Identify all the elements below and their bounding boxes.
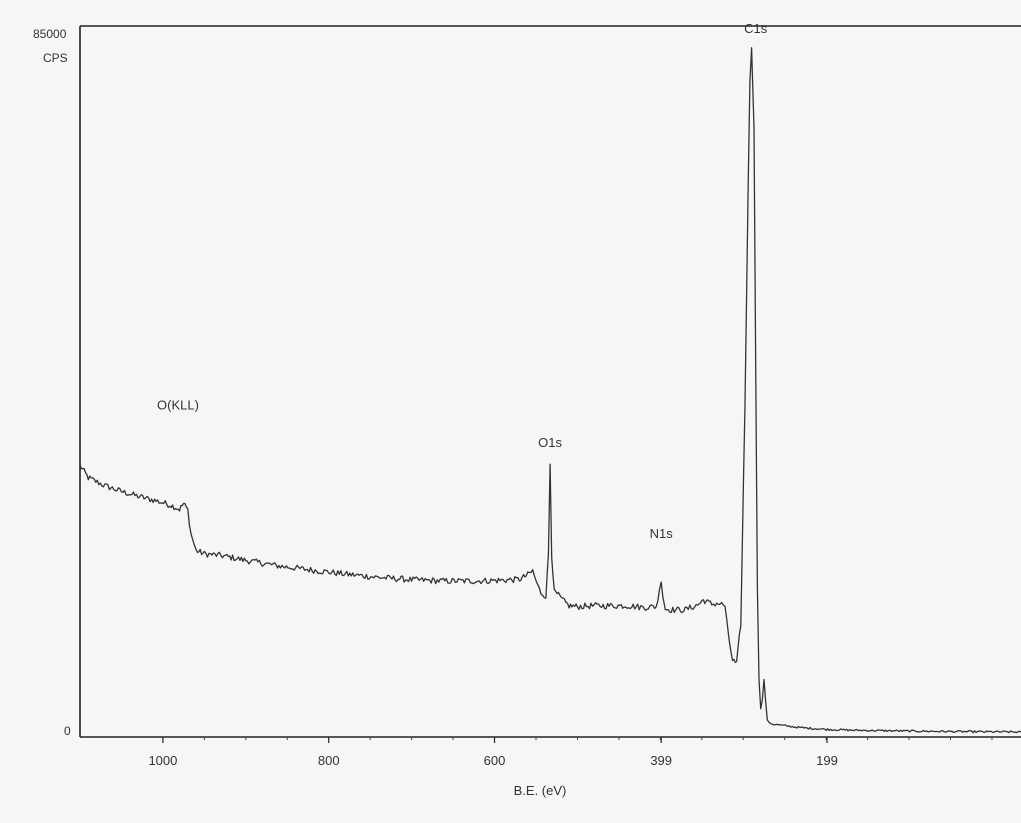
- peak-labels: O(KLL) O1s N1s C1s: [157, 21, 768, 541]
- x-axis-title: B.E. (eV): [514, 783, 567, 798]
- x-tick-label: 399: [650, 753, 672, 768]
- x-tick-label: 199: [816, 753, 838, 768]
- x-ticks: 1000 800 600 399 199: [148, 737, 993, 768]
- x-tick-label: 1000: [148, 753, 177, 768]
- peak-label: O(KLL): [157, 397, 199, 412]
- x-tick-label: 800: [318, 753, 340, 768]
- peak-label: C1s: [744, 21, 768, 36]
- y-max-label: 85000: [33, 27, 67, 41]
- y-unit-label: CPS: [43, 51, 68, 65]
- spectrum-line: [79, 47, 1021, 734]
- y-zero-label: 0: [64, 724, 71, 738]
- peak-label: O1s: [538, 435, 562, 450]
- x-tick-label: 600: [484, 753, 506, 768]
- axes: [79, 25, 1021, 738]
- peak-label: N1s: [650, 526, 674, 541]
